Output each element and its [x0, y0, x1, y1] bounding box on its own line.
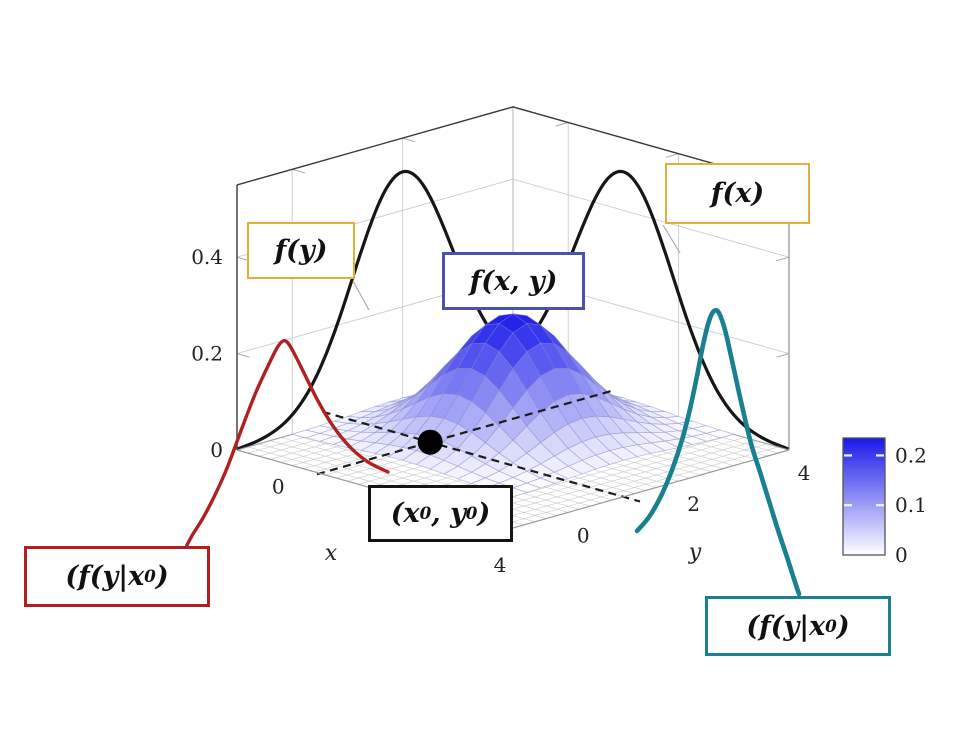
colorbar [842, 437, 886, 556]
axes-box-edges [236, 106, 790, 529]
top-edge-tick [555, 122, 569, 127]
label-conditional-point: (x 0, y 0) [368, 485, 513, 542]
colorbar-tick-label: 0 [895, 543, 908, 567]
z-edge-tick [236, 353, 250, 358]
floor-gridline [468, 437, 745, 516]
label-conditional-left: (f(y|x 0) [24, 546, 210, 607]
point-x0-y0-marker [417, 429, 443, 455]
dashed-line-x0 [316, 388, 616, 476]
z-tick-label: 0.4 [191, 245, 223, 269]
top-edge-tick [665, 153, 679, 158]
floor-front-edges [236, 449, 790, 529]
z-tick-label: 0.2 [191, 342, 223, 366]
leader-lines [352, 224, 681, 311]
floor-gridline [490, 443, 767, 523]
y-tick-label: 4 [798, 461, 811, 485]
z-edge-tick [776, 353, 790, 358]
joint-density-surface [291, 313, 735, 497]
x-tick-label: 0 [272, 475, 285, 499]
dashed-line-y0 [322, 410, 641, 503]
label-marginal-x: f(x) [665, 163, 810, 224]
colorbar-gradient [842, 437, 886, 556]
label-conditional-right: (f(y|x 0) [705, 596, 891, 656]
z-tick-label: 0 [210, 438, 223, 462]
x-tick-label: 4 [494, 553, 507, 577]
tick-labels: 0 4 0 2 4 0 0.2 0.4 x y 0 0.1 0.2 [191, 245, 927, 577]
label-marginal-y: f(y) [247, 222, 355, 279]
z-edge-tick [776, 256, 790, 262]
leader-marginal-y [352, 280, 370, 311]
label-joint-density: f(x, y) [442, 252, 585, 310]
floor-gridline [479, 440, 756, 519]
y-axis-label: y [688, 540, 702, 565]
top-edge-tick [402, 137, 416, 143]
colorbar-tick-label: 0.1 [895, 493, 927, 517]
top-edge-tick [292, 168, 305, 174]
conditional-curve-teal [634, 307, 802, 597]
y-tick-label: 0 [577, 523, 590, 547]
leader-marginal-x [662, 224, 681, 254]
x-axis-label: x [325, 541, 338, 566]
y-tick-label: 2 [687, 492, 700, 516]
slice-lines [316, 388, 641, 503]
top-edges [236, 106, 790, 186]
floor-gridline [501, 446, 779, 526]
floor-gridline [292, 434, 569, 513]
conditional-curve-red [185, 338, 390, 547]
colorbar-tick-label: 0.2 [895, 443, 927, 467]
